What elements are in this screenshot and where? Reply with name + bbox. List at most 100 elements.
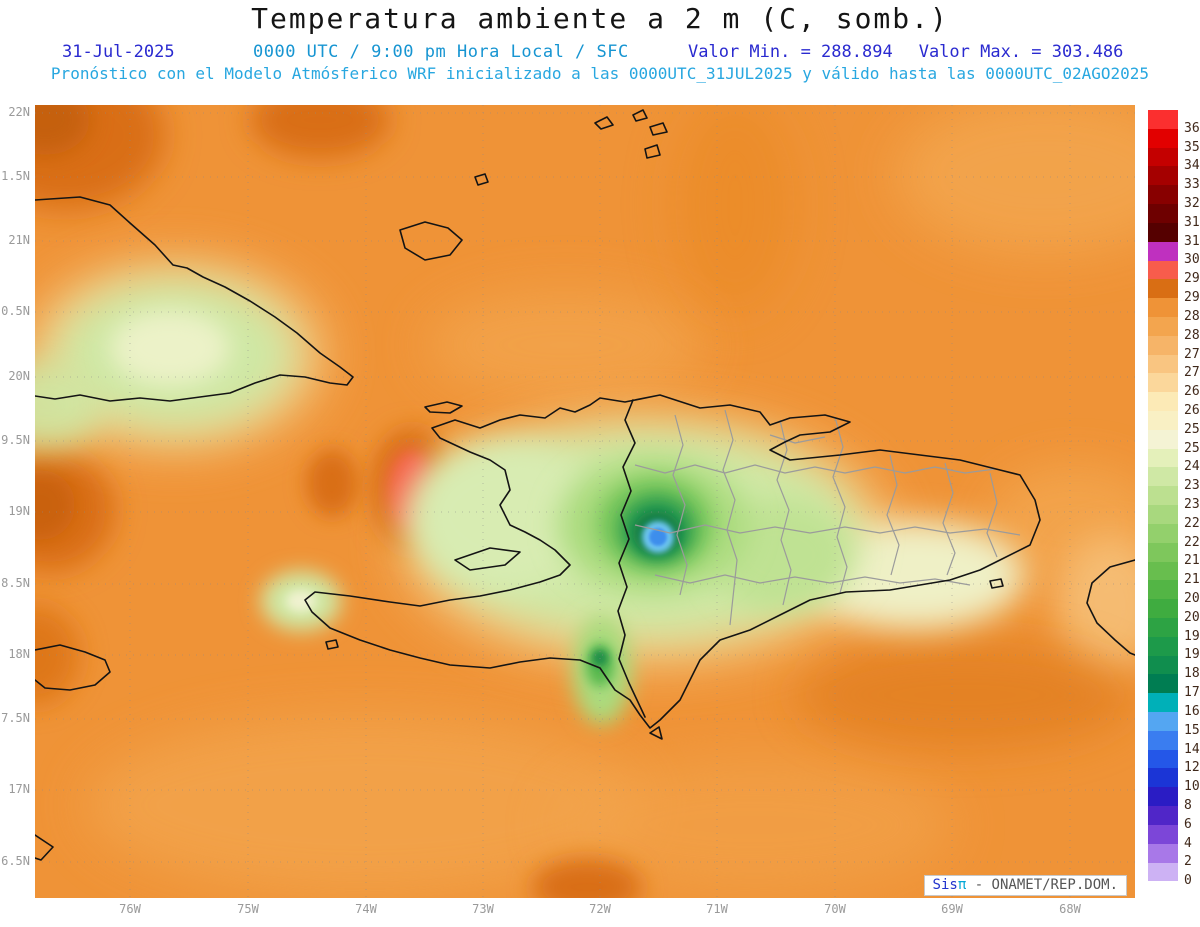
colorbar-cell [1148, 185, 1178, 205]
coastline [989, 578, 1004, 589]
colorbar-label: 26.5 [1184, 384, 1200, 400]
min-max-values: Valor Min. = 288.894 Valor Max. = 303.48… [688, 42, 1123, 62]
colorbar-label: 36 [1184, 120, 1200, 136]
lon-axis: 76W 75W 74W 73W 72W 71W 70W 69W 68W [35, 902, 1135, 924]
coastline [35, 196, 354, 402]
colorbar-label: 21.5 [1184, 553, 1200, 569]
temperature-contour-blob [286, 590, 316, 612]
colorbar-label: 19 [1184, 647, 1200, 663]
colorbar-label: 28 [1184, 327, 1200, 343]
colorbar-cell [1148, 787, 1178, 807]
colorbar-cell [1148, 354, 1178, 374]
colorbar-label: 17 [1184, 685, 1200, 701]
province-boundary [769, 434, 826, 444]
colorbar-label: 33 [1184, 177, 1200, 193]
colorbar-label: 34 [1184, 158, 1200, 174]
coastline [632, 109, 648, 122]
colorbar-cell [1148, 429, 1178, 449]
colorbar-label: 4 [1184, 835, 1192, 851]
temperature-contour-blob [35, 105, 90, 155]
temperature-contour-blob [85, 715, 645, 895]
colorbar-label: 0 [1184, 873, 1192, 889]
lat-axis-label: 1.5N [1, 169, 30, 183]
colorbar-label: 10 [1184, 779, 1200, 795]
map-canvas: Sisπ - ONAMET/REP.DOM. [35, 105, 1135, 898]
lon-axis-label: 72W [589, 902, 611, 916]
lat-axis-label: 9.5N [1, 433, 30, 447]
colorbar-label: 14 [1184, 741, 1200, 757]
coastline [1086, 559, 1135, 656]
colorbar-label: 15 [1184, 722, 1200, 738]
colorbar-label: 21 [1184, 572, 1200, 588]
coastline [304, 394, 1041, 729]
colorbar-label: 20 [1184, 609, 1200, 625]
valid-time: 0000 UTC / 9:00 pm Hora Local / SFC [253, 42, 629, 62]
colorbar-cell [1148, 523, 1178, 543]
lat-axis-label: 18N [8, 647, 30, 661]
colorbar-cell [1148, 279, 1178, 299]
lat-axis-label: 8.5N [1, 576, 30, 590]
colorbar-label: 2 [1184, 854, 1192, 870]
colorbar-label: 31.5 [1184, 214, 1200, 230]
colorbar-label: 26 [1184, 402, 1200, 418]
coastline [399, 221, 463, 261]
colorbar-label: 35 [1184, 139, 1200, 155]
colorbar-label: 29 [1184, 290, 1200, 306]
colorbar-label: 30.7 [1184, 252, 1200, 268]
temperature-contour-blob [532, 859, 642, 898]
coastline [35, 644, 111, 691]
colorbar-cell [1148, 693, 1178, 712]
lat-axis-label: 22N [8, 105, 30, 119]
colorbar-label: 20.5 [1184, 591, 1200, 607]
temperature-contour-blob [35, 605, 80, 705]
province-boundary [832, 416, 848, 594]
province-boundary [886, 454, 900, 576]
lat-axis-label: 7.5N [1, 711, 30, 725]
lon-axis-label: 74W [355, 902, 377, 916]
province-boundary [672, 414, 688, 596]
temperature-contour-blob [649, 528, 667, 546]
lon-axis-label: 68W [1059, 902, 1081, 916]
coastline [454, 547, 521, 571]
coastline [35, 834, 54, 861]
lon-axis-label: 76W [119, 902, 141, 916]
colorbar-label: 27.5 [1184, 346, 1200, 362]
colorbar-cell [1148, 599, 1178, 618]
lon-axis-label: 69W [941, 902, 963, 916]
colorbar-cell [1148, 561, 1178, 581]
valor-max: Valor Max. = 303.486 [918, 42, 1124, 62]
lat-axis-label: 0.5N [1, 304, 30, 318]
temperature-contour-blob [795, 640, 1135, 750]
colorbar-cell [1148, 749, 1178, 769]
colorbar-label: 25 [1184, 440, 1200, 456]
lat-axis-label: 19N [8, 504, 30, 518]
lon-axis-label: 73W [472, 902, 494, 916]
colorbar-cell [1148, 373, 1178, 393]
colorbar-cell [1148, 730, 1178, 750]
page-title: Temperatura ambiente a 2 m (C, somb.) [251, 2, 949, 35]
colorbar-label: 23.5 [1184, 478, 1200, 494]
colorbar-label: 8 [1184, 797, 1192, 813]
temperature-contour-blob [306, 449, 358, 517]
province-boundary [776, 419, 792, 606]
colorbar-label: 19.5 [1184, 628, 1200, 644]
colorbar-cell [1148, 617, 1178, 637]
colorbar-cell [1148, 204, 1178, 223]
colorbar-cell [1148, 674, 1178, 694]
province-boundary [634, 524, 1021, 536]
province-boundary [986, 472, 998, 558]
colorbar-cell [1148, 448, 1178, 468]
coastline [649, 726, 663, 740]
colorbar-cell [1148, 316, 1178, 336]
colorbar-label: 6 [1184, 816, 1192, 832]
credit-text: - ONAMET/REP.DOM. [974, 877, 1118, 893]
colorbar-cell [1148, 298, 1178, 317]
coastline [325, 639, 339, 650]
temperature-contour-blob [895, 105, 1135, 255]
temperature-contour-blob [35, 470, 75, 540]
colorbar-cell [1148, 824, 1178, 844]
coastline [424, 401, 463, 414]
colorbar-cell [1148, 712, 1178, 731]
temperature-contour-blob [35, 360, 105, 450]
